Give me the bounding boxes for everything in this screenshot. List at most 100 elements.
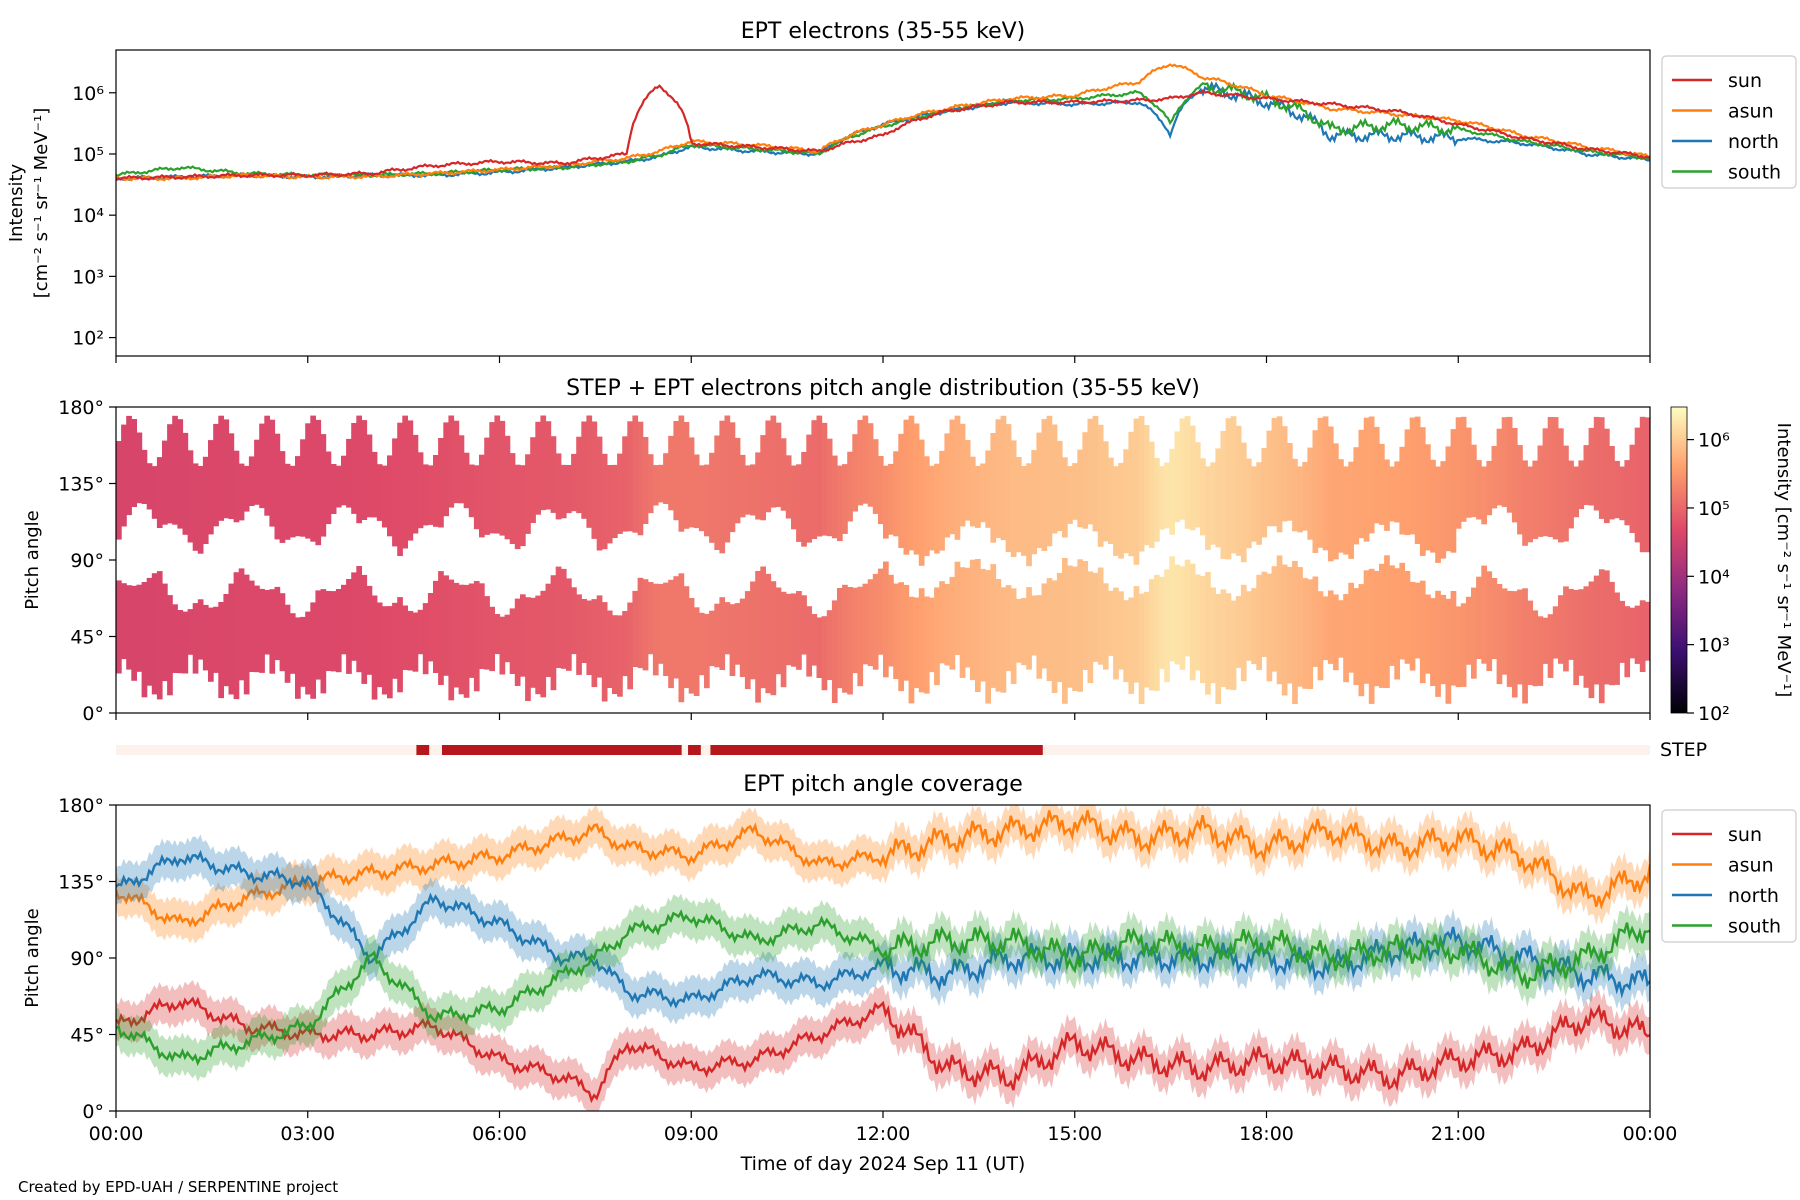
heatmap-cell bbox=[719, 597, 726, 670]
heatmap-cell bbox=[315, 419, 322, 546]
heatmap-cell bbox=[1297, 567, 1303, 687]
panel1-legend[interactable]: sun asun north south bbox=[1661, 55, 1797, 189]
heatmap-cell bbox=[1430, 459, 1436, 553]
heatmap-cell bbox=[1261, 448, 1268, 538]
heatmap-cell bbox=[264, 415, 270, 516]
heatmap-cell bbox=[1067, 466, 1073, 524]
heatmap-cell bbox=[484, 437, 490, 535]
heatmap-cell bbox=[1450, 429, 1457, 553]
heatmap-cell bbox=[714, 603, 720, 668]
heatmap-cell bbox=[1583, 445, 1590, 505]
heatmap-cell bbox=[325, 451, 332, 525]
heatmap-cell bbox=[826, 438, 833, 537]
heatmap-cell bbox=[1077, 449, 1083, 528]
heatmap-cell bbox=[1598, 569, 1605, 704]
heatmap-cell bbox=[1455, 606, 1462, 688]
heatmap-cell bbox=[1240, 442, 1247, 563]
heatmap-cell bbox=[1189, 425, 1196, 531]
heatmap-cell bbox=[877, 456, 884, 525]
x-tick-label: 00:00 bbox=[1623, 1123, 1678, 1145]
heatmap-cell bbox=[289, 465, 296, 538]
heatmap-cell bbox=[1501, 417, 1508, 507]
legend-label-south: south bbox=[1728, 162, 1781, 184]
heatmap-cell bbox=[300, 616, 306, 687]
heatmap-cell bbox=[550, 575, 557, 691]
legend-label-asun: asun bbox=[1728, 101, 1774, 123]
heatmap-cell bbox=[1409, 417, 1416, 535]
uncertainty-band-asun bbox=[116, 805, 1650, 944]
heatmap-cell bbox=[320, 434, 327, 537]
heatmap-cell bbox=[606, 610, 613, 688]
panel3-legend[interactable]: sun asun north south bbox=[1661, 809, 1797, 943]
heatmap-cell bbox=[504, 614, 511, 663]
heatmap-cell bbox=[1021, 466, 1027, 556]
heatmap-cell bbox=[1240, 584, 1247, 682]
panel1-title: EPT electrons (35-55 keV) bbox=[741, 19, 1026, 44]
heatmap-cell bbox=[918, 439, 925, 566]
panel3-title: EPT pitch angle coverage bbox=[743, 772, 1023, 797]
heatmap-cell bbox=[1476, 576, 1482, 660]
heatmap-cell bbox=[126, 415, 132, 516]
heatmap-cell bbox=[1491, 578, 1498, 660]
heatmap-cell bbox=[1368, 568, 1375, 704]
heatmap-cell bbox=[1031, 450, 1037, 555]
heatmap-cell bbox=[243, 465, 250, 512]
y-tick-label: 10⁶ bbox=[72, 83, 104, 105]
heatmap-cell bbox=[300, 439, 306, 537]
heatmap-cell bbox=[1639, 600, 1646, 672]
heatmap-cell bbox=[1440, 594, 1447, 685]
heatmap-cell bbox=[182, 432, 189, 535]
heatmap-cell bbox=[146, 463, 153, 510]
heatmap-cell bbox=[785, 455, 792, 519]
heatmap-cell bbox=[1353, 447, 1360, 545]
heatmap-cell bbox=[632, 590, 639, 667]
heatmap-cell bbox=[223, 419, 230, 519]
heatmap-cell bbox=[274, 586, 281, 661]
heatmap-cell bbox=[514, 598, 521, 686]
heatmap-cell bbox=[1051, 424, 1058, 534]
heatmap-cell bbox=[1287, 566, 1293, 684]
heatmap-cell bbox=[1425, 594, 1431, 674]
heatmap-cell bbox=[606, 465, 613, 544]
heatmap-cell bbox=[197, 599, 204, 660]
heatmap-cell bbox=[192, 603, 199, 674]
heatmap-cell bbox=[1302, 578, 1308, 689]
heatmap-cell bbox=[1588, 581, 1595, 699]
heatmap-cell bbox=[586, 415, 593, 528]
y-tick-label: 135° bbox=[58, 474, 104, 496]
heatmap-cell bbox=[1102, 441, 1109, 542]
heatmap-cell bbox=[1215, 593, 1222, 704]
heatmap-cell bbox=[407, 420, 414, 541]
heatmap-cell bbox=[376, 464, 383, 521]
y-tick-label: 10² bbox=[72, 328, 104, 350]
panel-pitch-distribution: STEP + EPT electrons pitch angle distrib… bbox=[22, 376, 1794, 725]
heatmap-cell bbox=[1281, 564, 1288, 696]
heatmap-cell bbox=[1169, 448, 1175, 535]
heatmap-cell bbox=[264, 590, 270, 655]
heatmap-cell bbox=[397, 597, 403, 693]
panel2-yticks: 0° 45° 90° 135° 180° bbox=[58, 397, 116, 725]
heatmap-cell bbox=[693, 607, 700, 696]
heatmap-cell bbox=[438, 438, 444, 528]
heatmap-cell bbox=[1097, 424, 1104, 547]
heatmap-cell bbox=[632, 415, 639, 533]
heatmap-cell bbox=[151, 466, 158, 519]
heatmap-cell bbox=[545, 583, 552, 677]
heatmap-cell bbox=[1026, 463, 1032, 567]
colorbar-tick-label: 10⁴ bbox=[1698, 566, 1730, 588]
heatmap-cell bbox=[310, 415, 316, 542]
heatmap-cell bbox=[883, 465, 889, 539]
heatmap-cell bbox=[1614, 460, 1620, 519]
legend-box bbox=[1661, 809, 1797, 943]
heatmap-cell bbox=[530, 437, 536, 523]
heatmap-cell bbox=[489, 422, 495, 534]
heatmap-cell bbox=[893, 451, 899, 537]
series-line-asun bbox=[116, 810, 1650, 928]
heatmap-cell bbox=[1568, 588, 1574, 660]
heatmap-cell bbox=[1113, 466, 1119, 556]
heatmap-cell bbox=[525, 454, 531, 534]
heatmap-cell bbox=[1358, 584, 1365, 697]
colorbar-tick-label: 10⁶ bbox=[1698, 430, 1730, 452]
heatmap-cell bbox=[1353, 588, 1360, 685]
heatmap-cell bbox=[1072, 566, 1078, 691]
